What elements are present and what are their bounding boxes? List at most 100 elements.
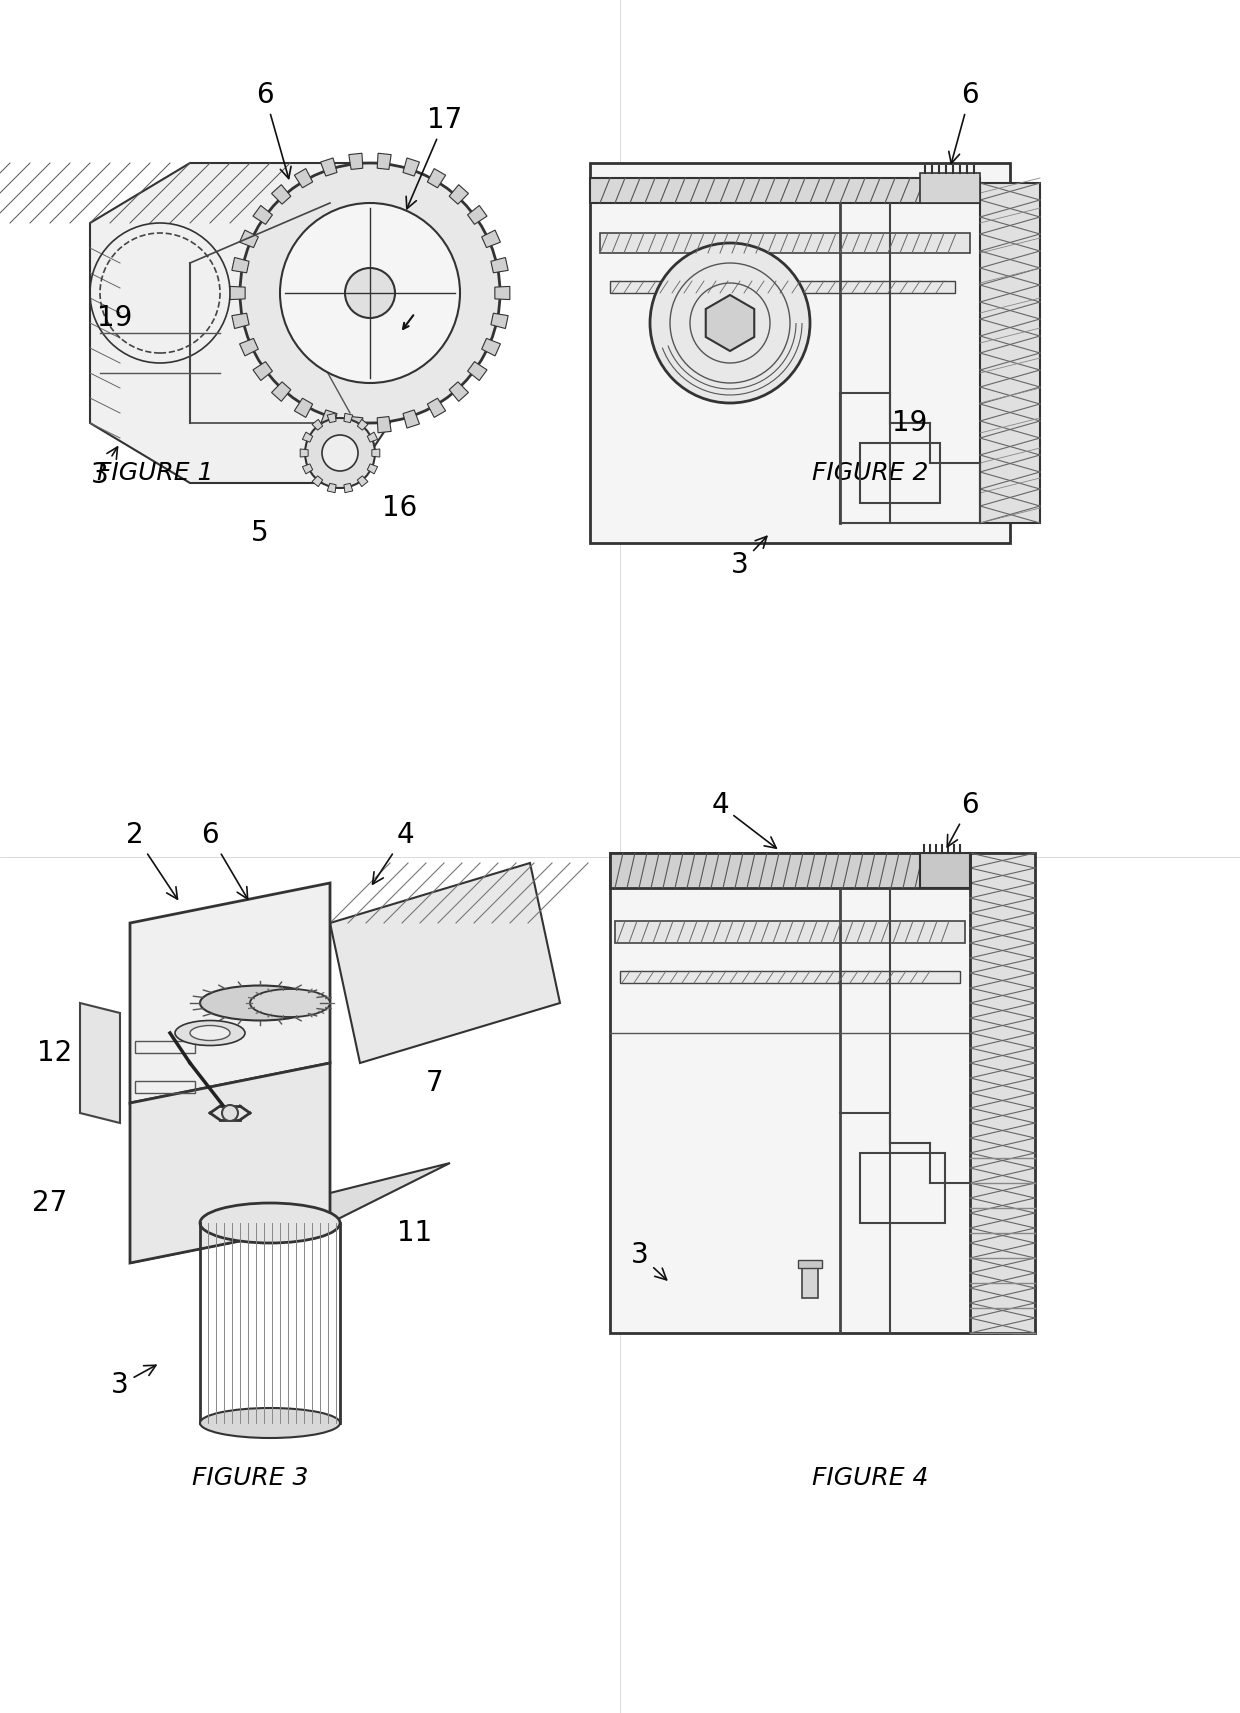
Polygon shape xyxy=(467,206,487,224)
Bar xyxy=(861,1153,945,1223)
Polygon shape xyxy=(294,397,312,418)
Polygon shape xyxy=(312,476,322,486)
Polygon shape xyxy=(330,863,560,1064)
Polygon shape xyxy=(449,382,469,401)
Circle shape xyxy=(241,163,500,423)
Circle shape xyxy=(305,418,374,488)
Polygon shape xyxy=(272,382,291,401)
Polygon shape xyxy=(239,339,258,356)
Bar xyxy=(980,183,1040,522)
Bar xyxy=(861,444,940,504)
Text: 27: 27 xyxy=(32,1189,68,1216)
Text: 3: 3 xyxy=(112,1365,156,1400)
Text: 19: 19 xyxy=(97,303,133,332)
Text: FIGURE 4: FIGURE 4 xyxy=(812,1466,929,1490)
Text: 4: 4 xyxy=(372,821,414,884)
Polygon shape xyxy=(300,449,309,457)
Polygon shape xyxy=(320,409,337,428)
Polygon shape xyxy=(357,476,368,486)
Bar xyxy=(590,178,980,204)
Circle shape xyxy=(280,204,460,384)
Polygon shape xyxy=(239,230,258,248)
Polygon shape xyxy=(312,420,322,430)
Polygon shape xyxy=(367,464,378,475)
Polygon shape xyxy=(467,361,487,380)
Ellipse shape xyxy=(200,1203,340,1244)
Text: 5: 5 xyxy=(252,519,269,546)
Polygon shape xyxy=(706,295,754,351)
Polygon shape xyxy=(320,158,337,176)
Bar xyxy=(610,853,970,887)
Polygon shape xyxy=(272,185,291,204)
Ellipse shape xyxy=(250,988,330,1018)
Polygon shape xyxy=(303,432,312,442)
Polygon shape xyxy=(343,483,353,493)
Text: 2: 2 xyxy=(126,821,177,899)
Bar xyxy=(135,1081,195,1093)
Bar xyxy=(610,853,1011,1333)
Polygon shape xyxy=(372,449,379,457)
Text: 6: 6 xyxy=(947,791,978,846)
Polygon shape xyxy=(491,313,508,329)
Polygon shape xyxy=(327,483,336,493)
Polygon shape xyxy=(481,230,501,248)
Text: 17: 17 xyxy=(407,106,463,209)
Circle shape xyxy=(650,243,810,403)
Text: 7: 7 xyxy=(427,1069,444,1096)
Text: 3: 3 xyxy=(631,1240,667,1280)
Polygon shape xyxy=(130,1064,330,1262)
Polygon shape xyxy=(343,413,353,423)
Polygon shape xyxy=(253,361,273,380)
Polygon shape xyxy=(348,416,363,433)
Text: 3: 3 xyxy=(732,536,766,579)
Text: FIGURE 3: FIGURE 3 xyxy=(192,1466,309,1490)
Polygon shape xyxy=(327,413,336,423)
Text: 19: 19 xyxy=(893,409,928,437)
Polygon shape xyxy=(348,152,363,170)
Polygon shape xyxy=(253,206,273,224)
Bar xyxy=(970,853,1035,1333)
Polygon shape xyxy=(481,339,501,356)
Polygon shape xyxy=(232,257,249,272)
Polygon shape xyxy=(377,152,391,170)
Polygon shape xyxy=(232,313,249,329)
Polygon shape xyxy=(231,286,246,300)
Polygon shape xyxy=(91,163,391,483)
Bar xyxy=(610,281,955,293)
Polygon shape xyxy=(403,158,419,176)
Polygon shape xyxy=(357,420,368,430)
Text: FIGURE 1: FIGURE 1 xyxy=(97,461,213,485)
Polygon shape xyxy=(428,168,445,188)
Polygon shape xyxy=(294,168,312,188)
Polygon shape xyxy=(403,409,419,428)
Bar xyxy=(620,971,960,983)
Polygon shape xyxy=(130,1163,450,1262)
Text: 11: 11 xyxy=(397,1220,433,1247)
Ellipse shape xyxy=(190,1026,229,1040)
Text: 6: 6 xyxy=(257,81,291,178)
Polygon shape xyxy=(303,464,312,475)
Text: 4: 4 xyxy=(712,791,776,848)
Text: 3: 3 xyxy=(91,447,118,488)
Polygon shape xyxy=(130,882,330,1103)
Ellipse shape xyxy=(200,1408,340,1437)
Text: 6: 6 xyxy=(949,81,978,163)
Bar xyxy=(135,1042,195,1053)
Text: 6: 6 xyxy=(201,821,248,899)
Bar xyxy=(600,233,970,254)
Polygon shape xyxy=(377,416,391,433)
Polygon shape xyxy=(428,397,445,418)
Text: 12: 12 xyxy=(37,1040,73,1067)
Ellipse shape xyxy=(200,985,320,1021)
Circle shape xyxy=(322,435,358,471)
Bar xyxy=(920,853,970,887)
Bar xyxy=(802,1268,818,1298)
Text: FIGURE 2: FIGURE 2 xyxy=(812,461,929,485)
Bar xyxy=(615,922,965,942)
Polygon shape xyxy=(367,432,378,442)
Polygon shape xyxy=(495,286,510,300)
Polygon shape xyxy=(491,257,508,272)
Bar xyxy=(590,163,1011,543)
Bar xyxy=(799,1261,822,1268)
Polygon shape xyxy=(449,185,469,204)
